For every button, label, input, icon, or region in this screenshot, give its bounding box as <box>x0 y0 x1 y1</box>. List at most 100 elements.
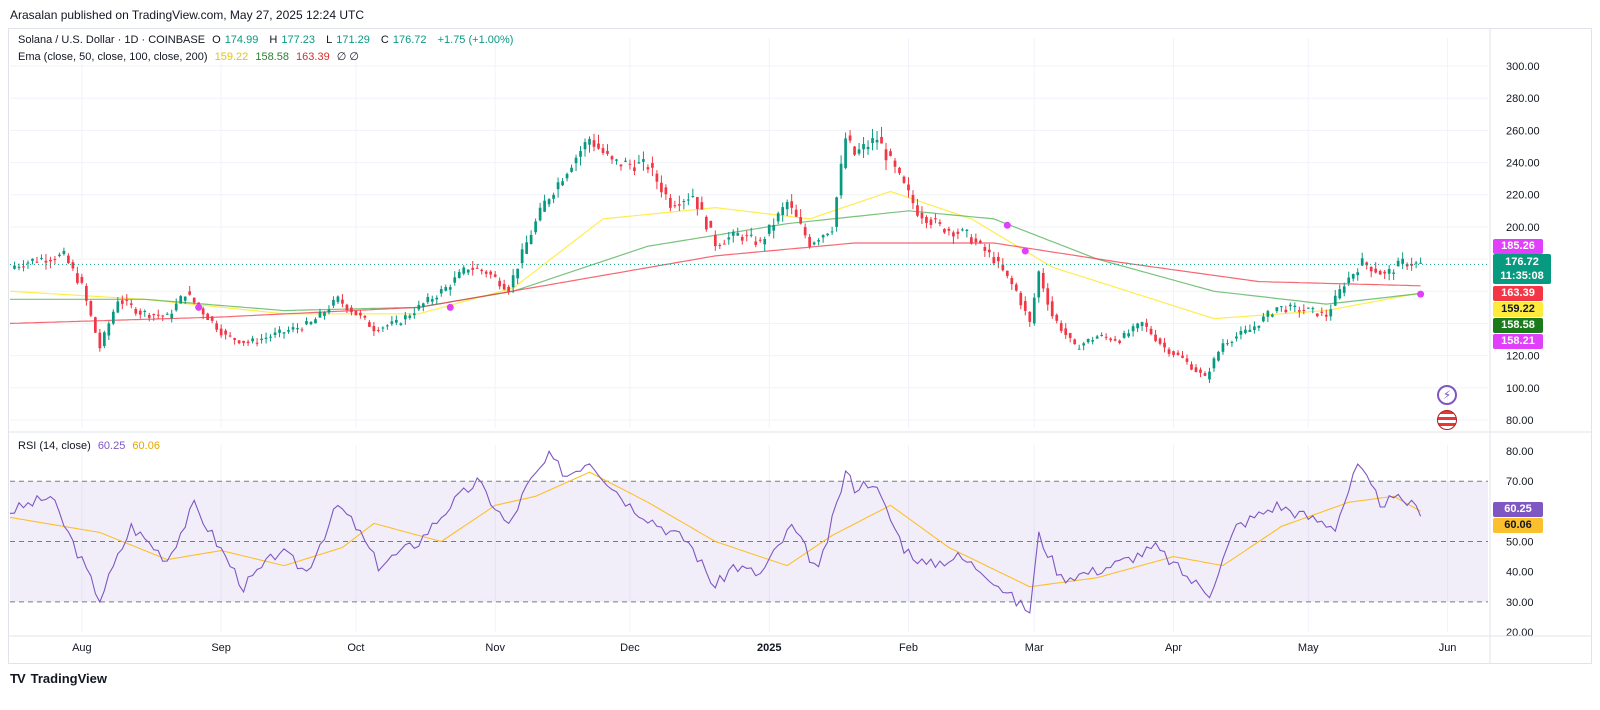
candle-body <box>902 176 906 183</box>
candle-body <box>462 267 466 274</box>
candle-body <box>453 277 457 283</box>
candle-body <box>520 249 524 264</box>
candle-body <box>22 266 25 268</box>
candle-body <box>615 159 618 161</box>
candle-body <box>291 327 295 330</box>
candle-body <box>642 159 645 162</box>
candle-body <box>1369 266 1373 272</box>
candle-body <box>817 240 820 242</box>
candle-body <box>26 262 30 264</box>
candle-body <box>525 242 528 254</box>
candle-body <box>794 209 798 217</box>
ema-cross-marker <box>1021 247 1029 255</box>
price-tick-label: 260.00 <box>1506 125 1540 137</box>
ema-cross-marker <box>1417 290 1425 298</box>
candle-body <box>916 205 919 216</box>
chart-frame <box>8 28 1592 664</box>
candle-body <box>138 310 142 315</box>
us-flag-icon[interactable] <box>1437 410 1457 430</box>
rsi-legend[interactable]: RSI (14, close) 60.25 60.06 <box>18 440 164 452</box>
candle-body <box>1122 332 1126 338</box>
candle-body <box>1235 336 1238 339</box>
symbol-title[interactable]: Solana / U.S. Dollar · 1D · COINBASE <box>18 34 206 46</box>
tradingview-logo-icon: TV <box>10 671 26 686</box>
candle-body <box>601 148 605 153</box>
candle-body <box>161 315 165 317</box>
candle-body <box>875 139 879 143</box>
candle-body <box>116 301 120 313</box>
candle-body <box>493 274 497 277</box>
current-price: 176.72 <box>1505 256 1539 268</box>
candle-body <box>323 312 326 316</box>
candle-body <box>669 197 672 208</box>
tradingview-footer[interactable]: TV TradingView <box>10 671 107 686</box>
candle-body <box>170 313 174 319</box>
candle-body <box>1109 338 1112 341</box>
candle-body <box>561 181 564 186</box>
candle-body <box>1136 323 1139 329</box>
rsi-tick-label: 50.00 <box>1506 537 1534 549</box>
candle-body <box>89 301 93 316</box>
candle-body <box>237 340 241 344</box>
pink-top-tag: 185.26 <box>1493 239 1543 254</box>
ema-legend[interactable]: Ema (close, 50, close, 100, close, 200) … <box>18 50 363 63</box>
candle-body <box>592 140 596 147</box>
candle-body <box>1023 301 1027 311</box>
candle-body <box>763 238 767 245</box>
rsi-tick-label: 30.00 <box>1506 597 1534 609</box>
candle-body <box>979 240 982 243</box>
candle-body <box>439 289 443 294</box>
candle-body <box>67 255 70 264</box>
candle-body <box>628 163 632 165</box>
candle-body <box>1046 288 1050 305</box>
candle-body <box>215 323 218 330</box>
candle-body <box>183 296 187 301</box>
candle-body <box>264 337 268 339</box>
candle-body <box>282 332 286 334</box>
candle-body <box>952 232 955 237</box>
candle-body <box>156 314 160 316</box>
candle-body <box>1077 348 1081 350</box>
rsi-tick-label: 70.00 <box>1506 476 1534 488</box>
candle-body <box>1401 258 1404 264</box>
candle-body <box>228 335 232 337</box>
candle-body <box>76 273 79 283</box>
candle-body <box>381 327 385 329</box>
candle-body <box>1149 328 1153 335</box>
candle-body <box>565 173 569 179</box>
ohlc-low: L 171.29 <box>326 34 370 46</box>
candle-body <box>1419 262 1422 264</box>
ema50-tag: 159.22 <box>1493 302 1543 317</box>
candle-body <box>1338 289 1342 299</box>
rsi-ma-tag: 60.06 <box>1493 518 1543 533</box>
ema200-tag: 163.39 <box>1493 286 1543 301</box>
candle-body <box>435 297 439 300</box>
candle-body <box>179 296 183 304</box>
candle-body <box>925 216 928 224</box>
candle-body <box>1055 314 1059 321</box>
candle-body <box>866 146 870 150</box>
candle-body <box>489 271 493 275</box>
candle-body <box>749 234 753 236</box>
published-by-text: Arasalan published on TradingView.com, M… <box>10 8 364 22</box>
candle-body <box>664 187 668 195</box>
candle-body <box>682 201 686 203</box>
candle-body <box>758 239 762 241</box>
candle-body <box>1194 367 1198 372</box>
candle-body <box>534 221 537 233</box>
lightning-icon[interactable]: ⚡ <box>1437 385 1457 405</box>
candle-body <box>624 160 627 162</box>
candle-body <box>219 328 223 336</box>
candle-body <box>673 205 677 207</box>
candle-body <box>767 224 771 234</box>
price-change: +1.75 (+1.00%) <box>437 34 514 46</box>
candle-body <box>206 313 210 321</box>
candle-body <box>1293 305 1297 308</box>
candle-body <box>898 167 901 174</box>
candle-body <box>956 231 960 234</box>
candle-body <box>80 276 84 283</box>
candle-body <box>1351 274 1355 279</box>
candle-body <box>332 299 335 306</box>
candle-body <box>125 299 129 301</box>
